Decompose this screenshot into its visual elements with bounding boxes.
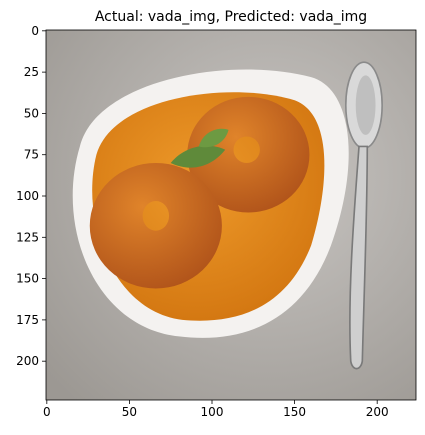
y-tick-label: 175: [16, 313, 39, 327]
x-tick-label: 150: [283, 405, 306, 419]
photo-content: [46, 30, 416, 400]
y-tick-label: 75: [24, 148, 39, 162]
y-tick-label: 25: [24, 65, 39, 79]
x-tick-label: 100: [201, 405, 224, 419]
x-tick-label: 0: [43, 405, 51, 419]
y-tick-label: 200: [16, 354, 39, 368]
x-tick-label: 200: [366, 405, 389, 419]
y-tick-label: 0: [31, 24, 39, 38]
y-tick-label: 125: [16, 230, 39, 244]
axes-frame: [45, 29, 417, 401]
y-tick-label: 50: [24, 106, 39, 120]
y-tick-label: 150: [16, 272, 39, 286]
chart-title: Actual: vada_img, Predicted: vada_img: [95, 9, 367, 25]
y-tick-label: 100: [16, 189, 39, 203]
photo: [46, 30, 416, 400]
x-tick-label: 50: [122, 405, 137, 419]
